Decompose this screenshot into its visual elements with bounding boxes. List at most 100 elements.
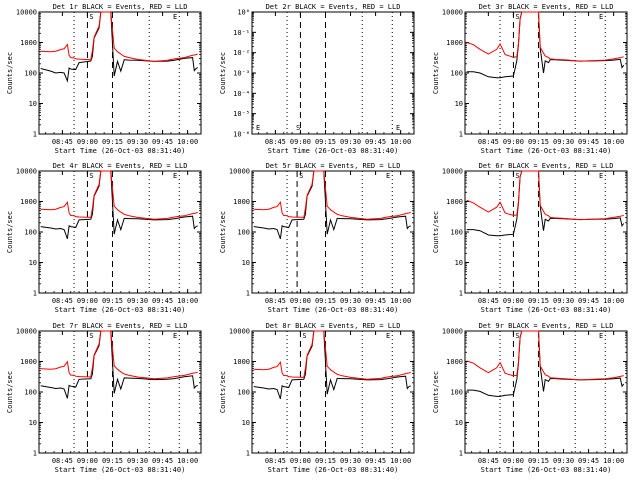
plot-frame xyxy=(464,330,628,454)
detector-panel: Det 9r BLACK = Events, RED = LLD Counts/s… xyxy=(432,322,628,474)
x-tick-label: 08:45 xyxy=(478,457,499,465)
x-tick-label: 09:00 xyxy=(503,457,524,465)
interval-marker: S xyxy=(302,332,306,340)
y-tick-label: 10⁻⁵ xyxy=(233,110,250,118)
x-tick-label: 08:45 xyxy=(265,138,286,146)
x-tick-label: 08:45 xyxy=(52,138,73,146)
lld-series-line xyxy=(40,170,198,220)
x-tick-label: 10:00 xyxy=(177,457,198,465)
detector-panel: Det 6r BLACK = Events, RED = LLD Counts/s… xyxy=(432,162,628,314)
x-tick-label: 09:00 xyxy=(503,138,524,146)
y-tick-label: 10 xyxy=(455,259,463,267)
x-tick-label: 09:30 xyxy=(553,297,574,305)
events-series-line xyxy=(466,11,625,79)
interval-marker: E xyxy=(599,332,603,340)
y-tick-label: 10⁻² xyxy=(233,49,250,57)
x-tick-label: 09:30 xyxy=(553,457,574,465)
lld-series-line xyxy=(40,11,198,62)
y-tick-label: 1000 xyxy=(233,198,250,206)
x-tick-label: 09:00 xyxy=(290,138,311,146)
y-tick-label: 100 xyxy=(450,229,463,237)
interval-marker: E xyxy=(599,172,603,180)
x-tick-label: 09:15 xyxy=(102,297,123,305)
y-tick-label: 10000 xyxy=(442,9,463,17)
interval-marker: E xyxy=(396,124,400,132)
y-tick-label: 10 xyxy=(242,259,250,267)
events-series-line xyxy=(40,330,198,399)
x-tick-label: 10:00 xyxy=(390,457,411,465)
x-tick-label: 09:30 xyxy=(340,297,361,305)
x-tick-label: 08:45 xyxy=(478,297,499,305)
x-axis-label: Start Time (26-Oct-03 08:31:40) xyxy=(268,466,399,474)
x-tick-label: 09:45 xyxy=(152,297,173,305)
x-axis-label: Start Time (26-Oct-03 08:31:40) xyxy=(481,306,612,314)
panel-title: Det 5r BLACK = Events, RED = LLD xyxy=(266,162,401,170)
x-tick-label: 09:00 xyxy=(77,297,98,305)
x-axis-label: Start Time (26-Oct-03 08:31:40) xyxy=(55,147,186,155)
plot-frame xyxy=(464,170,628,294)
y-tick-label: 10 xyxy=(242,419,250,427)
x-tick-label: 09:15 xyxy=(315,457,336,465)
y-tick-label: 1000 xyxy=(20,198,37,206)
x-tick-label: 09:45 xyxy=(152,138,173,146)
interval-marker: S xyxy=(515,13,519,21)
panel-title: Det 3r BLACK = Events, RED = LLD xyxy=(479,3,614,11)
x-tick-label: 08:45 xyxy=(265,297,286,305)
detector-panel: Det 8r BLACK = Events, RED = LLD Counts/s… xyxy=(219,322,415,474)
x-axis-label: Start Time (26-Oct-03 08:31:40) xyxy=(268,306,399,314)
x-axis-label: Start Time (26-Oct-03 08:31:40) xyxy=(55,466,186,474)
y-tick-label: 1000 xyxy=(20,358,37,366)
x-tick-label: 09:30 xyxy=(127,297,148,305)
y-tick-label: 100 xyxy=(237,389,250,397)
y-tick-label: 1000 xyxy=(446,39,463,47)
y-tick-label: 10 xyxy=(455,100,463,108)
x-tick-label: 09:30 xyxy=(340,138,361,146)
x-tick-label: 09:00 xyxy=(503,297,524,305)
interval-marker: E xyxy=(173,13,177,21)
interval-marker: S xyxy=(89,172,93,180)
x-tick-label: 10:00 xyxy=(603,457,624,465)
x-tick-label: 10:00 xyxy=(177,138,198,146)
x-tick-label: 10:00 xyxy=(390,138,411,146)
y-tick-label: 1 xyxy=(246,290,250,298)
x-tick-label: 09:00 xyxy=(77,138,98,146)
x-tick-label: 09:15 xyxy=(528,138,549,146)
x-tick-label: 09:45 xyxy=(365,297,386,305)
x-tick-label: 09:15 xyxy=(102,457,123,465)
x-tick-label: 09:15 xyxy=(528,297,549,305)
y-tick-label: 10000 xyxy=(229,328,250,336)
x-axis-label: Start Time (26-Oct-03 08:31:40) xyxy=(268,147,399,155)
x-tick-label: 10:00 xyxy=(603,138,624,146)
interval-marker: S xyxy=(296,124,300,132)
interval-marker: E xyxy=(386,332,390,340)
plot-frame xyxy=(38,170,202,294)
interval-marker: S xyxy=(299,172,303,180)
y-tick-label: 10 xyxy=(455,419,463,427)
x-tick-label: 09:30 xyxy=(553,138,574,146)
interval-marker: S xyxy=(515,332,519,340)
y-tick-label: 100 xyxy=(24,229,37,237)
x-tick-label: 09:45 xyxy=(578,457,599,465)
plot-frame xyxy=(251,170,415,294)
y-tick-label: 10⁻⁶ xyxy=(233,131,250,139)
x-tick-label: 09:15 xyxy=(102,138,123,146)
interval-marker: E xyxy=(599,13,603,21)
x-tick-label: 09:30 xyxy=(340,457,361,465)
y-tick-label: 10⁰ xyxy=(237,9,250,17)
panel-title: Det 7r BLACK = Events, RED = LLD xyxy=(53,322,188,330)
detector-panel: Det 7r BLACK = Events, RED = LLD Counts/s… xyxy=(6,322,202,474)
x-tick-label: 09:45 xyxy=(152,457,173,465)
x-tick-label: 09:45 xyxy=(578,138,599,146)
y-axis-label: Counts/sec xyxy=(6,211,14,253)
panel-title: Det 8r BLACK = Events, RED = LLD xyxy=(266,322,401,330)
x-tick-label: 09:15 xyxy=(315,138,336,146)
interval-marker: E xyxy=(386,172,390,180)
panel-title: Det 1r BLACK = Events, RED = LLD xyxy=(53,3,188,11)
events-series-line xyxy=(253,330,411,399)
y-tick-label: 10000 xyxy=(16,168,37,176)
x-axis-label: Start Time (26-Oct-03 08:31:40) xyxy=(55,306,186,314)
x-tick-label: 08:45 xyxy=(52,457,73,465)
interval-marker: S xyxy=(515,172,519,180)
y-tick-label: 1 xyxy=(246,450,250,458)
interval-marker: E xyxy=(173,332,177,340)
